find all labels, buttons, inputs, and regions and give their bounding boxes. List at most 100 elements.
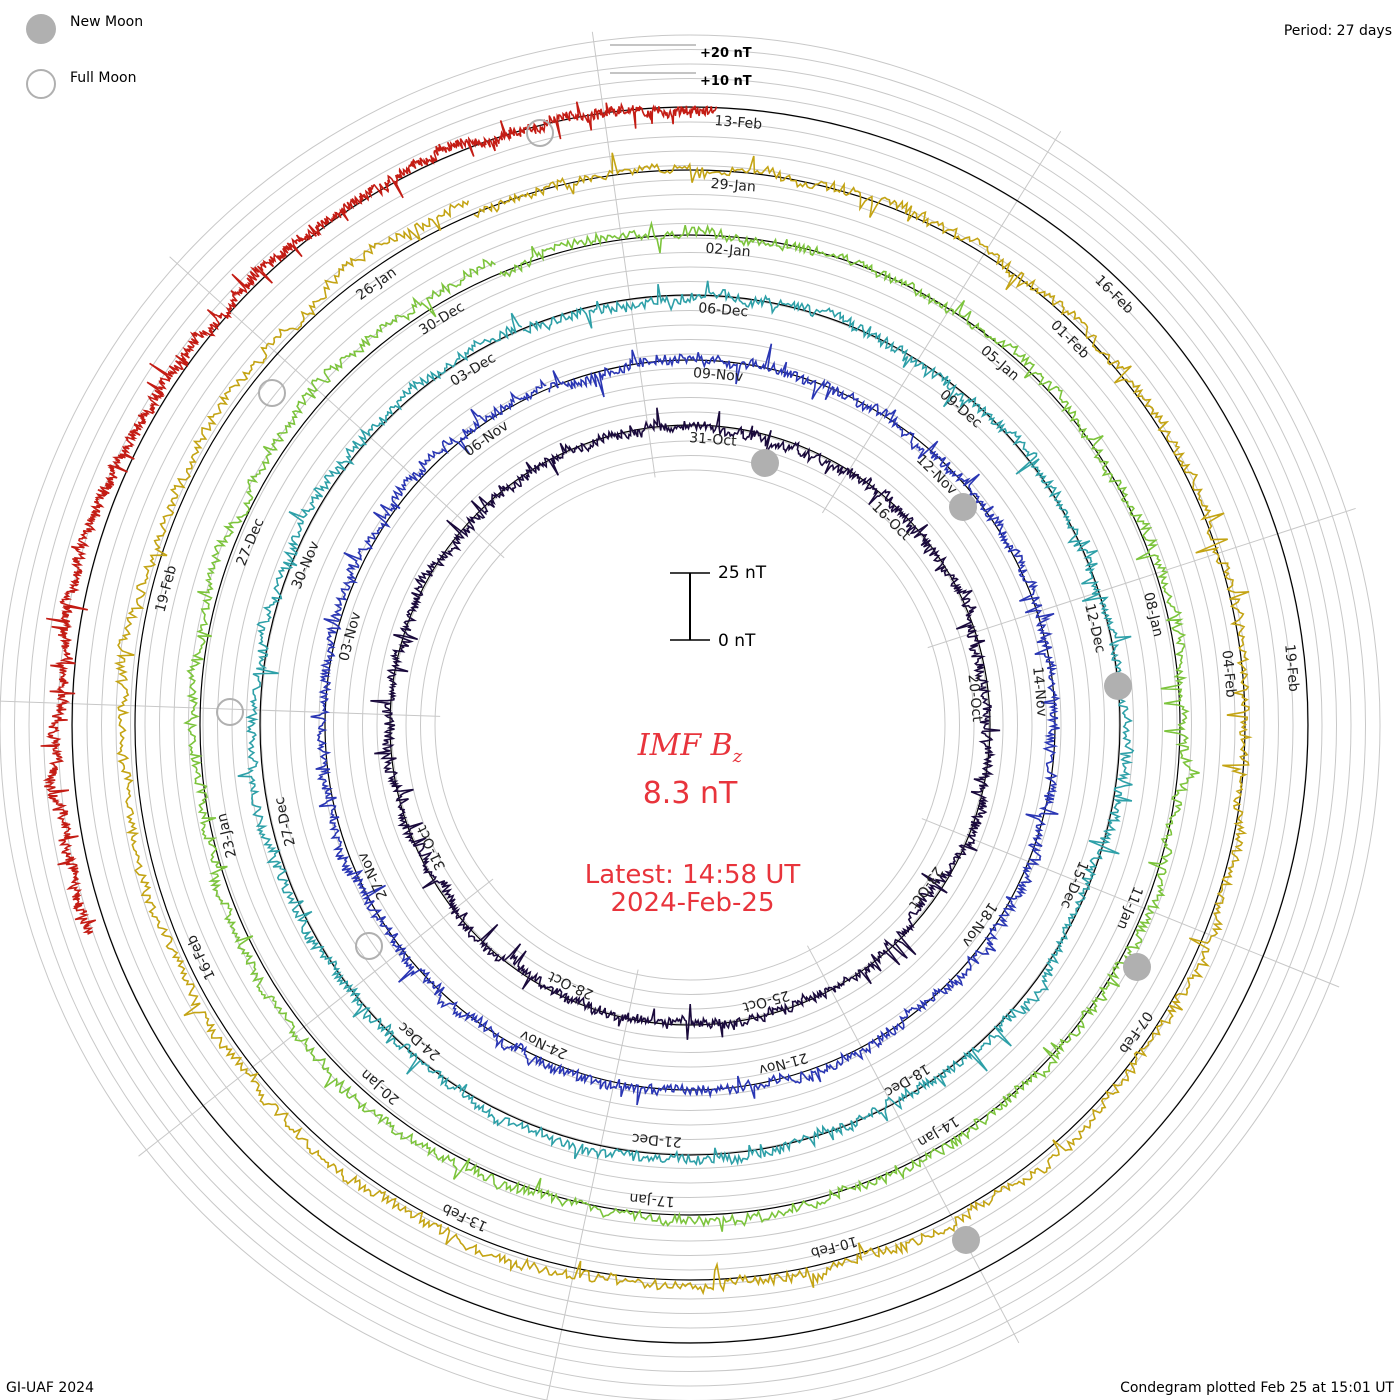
scale-bar-bottom-label: 0 nT [718, 631, 756, 651]
grid-circle [86, 121, 1294, 1329]
date-label: 23-Jan [214, 812, 240, 860]
ring-scale-20: +20 nT [700, 46, 752, 61]
grid-circles [0, 34, 1381, 1400]
footer-plotted: Condegram plotted Feb 25 at 15:01 UT [1120, 1380, 1394, 1396]
date-label: 03-Dec [448, 350, 499, 390]
date-label: 06-Dec [698, 300, 749, 320]
new-moon-marker [949, 493, 977, 521]
grid-circle [362, 397, 1018, 1053]
current-value: 8.3 nT [642, 776, 738, 811]
grid-circle [159, 194, 1221, 1256]
new-moon-marker [751, 449, 779, 477]
bz-series-line [40, 101, 718, 935]
date-label: 07-Feb [1115, 1008, 1155, 1056]
day-spoke [807, 945, 1020, 1344]
date-label: 16-Feb [1091, 272, 1136, 317]
date-label: 16-Oct [868, 499, 913, 544]
day-spoke [591, 31, 656, 478]
legend-icons [26, 14, 56, 99]
grid-circle [420, 455, 960, 995]
grid-circle [304, 339, 1076, 1111]
grid-circle [57, 92, 1323, 1358]
grid-circle [101, 136, 1279, 1314]
grid-circle [376, 411, 1004, 1039]
new-moon-marker [952, 1226, 980, 1254]
date-label: 21-Dec [631, 1130, 682, 1150]
full-moon-marker [355, 932, 383, 960]
day-spoke [546, 969, 639, 1400]
day-spoke [138, 878, 494, 1157]
bz-series-line [113, 152, 1253, 1296]
date-label: 13-Feb [714, 113, 763, 133]
baseline-circle [199, 234, 1181, 1216]
day-spoke [927, 507, 1356, 649]
title-subscript: z [732, 746, 743, 767]
period-label: Period: 27 days [1283, 23, 1392, 39]
grid-circle [0, 34, 1381, 1400]
full-moon-marker [258, 379, 286, 407]
grid-circle [434, 469, 946, 981]
date-label: 20-Oct [965, 674, 985, 723]
bz-series-line [310, 343, 1061, 1106]
grid-circle [43, 78, 1337, 1372]
day-spoke [821, 130, 1062, 514]
grid-circle [115, 150, 1265, 1300]
date-label: 14-Nov [1029, 666, 1050, 717]
grid-circle [289, 324, 1091, 1126]
grid-circle [347, 382, 1033, 1068]
date-label: 31-Oct [689, 430, 738, 450]
date-label: 09-Nov [692, 365, 743, 385]
day-spoke [921, 818, 1340, 988]
grid-circle [188, 223, 1192, 1227]
legend-full-moon-label: Full Moon [70, 70, 137, 86]
latest-date: 2024-Feb-25 [610, 888, 775, 918]
date-label: 08-Jan [1140, 591, 1166, 639]
full-moon-marker [526, 119, 554, 147]
date-label: 29-Jan [710, 176, 756, 196]
bz-series-line [370, 407, 1001, 1040]
grid-circle [202, 237, 1178, 1213]
grid-circle [318, 353, 1062, 1097]
chart-title: IMF Bz [0, 728, 1380, 767]
new-moon-marker [1123, 953, 1151, 981]
day-spoke [169, 256, 505, 559]
date-label: 26-Jan [353, 264, 399, 303]
grid-circle [333, 368, 1047, 1082]
grid-circle [275, 310, 1105, 1140]
baseline-circle [259, 294, 1121, 1156]
latest-time: Latest: 14:58 UT [584, 860, 801, 890]
date-label: 28-Oct [546, 968, 596, 1003]
new-moon-marker [1104, 672, 1132, 700]
grid-circle [28, 63, 1352, 1387]
ring-scale-10: +10 nT [700, 74, 752, 89]
grid-circle [173, 208, 1207, 1242]
scale-bar-top-label: 25 nT [718, 563, 767, 583]
moon-markers [216, 119, 1151, 1254]
bz-traces [40, 101, 1253, 1296]
baseline-circle [71, 106, 1309, 1344]
date-label: 24-Dec [395, 1019, 443, 1064]
full-moon-marker [216, 698, 244, 726]
date-label: 17-Jan [629, 1190, 675, 1210]
grid-circle [130, 165, 1250, 1285]
scale-bar [670, 572, 710, 641]
ring-scale-pointers [610, 44, 696, 74]
full-moon-icon [26, 69, 56, 99]
bz-series-line [237, 280, 1135, 1167]
grid-circle [14, 49, 1366, 1400]
day-spokes [0, 31, 1356, 1400]
title-main: IMF B [637, 728, 733, 763]
date-label: 04-Feb [1218, 649, 1238, 698]
date-label: 19-Feb [1281, 644, 1301, 693]
date-label: 18-Dec [881, 1060, 932, 1100]
date-label: 06-Nov [461, 418, 511, 460]
grid-circle [246, 281, 1134, 1169]
footer-credit: GI-UAF 2024 [6, 1380, 94, 1396]
grid-circle [144, 179, 1236, 1271]
bz-series-line [183, 220, 1200, 1232]
date-label: 02-Jan [705, 241, 751, 261]
grid-circle [217, 252, 1163, 1198]
legend-new-moon-label: New Moon [70, 14, 144, 30]
new-moon-icon [26, 14, 56, 44]
